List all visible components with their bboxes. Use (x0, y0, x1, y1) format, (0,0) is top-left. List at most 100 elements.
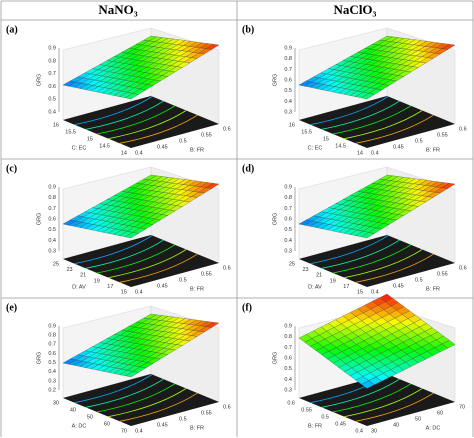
left-tick-label: 70 (121, 428, 127, 434)
z-tick-label: 0.8 (48, 195, 56, 201)
z-tick-label: 0.8 (284, 195, 292, 201)
panel-label: (d) (242, 163, 254, 174)
right-tick-label: 0.55 (201, 410, 212, 416)
right-tick-label: 0.45 (157, 422, 168, 428)
right-tick-label: 0.5 (415, 277, 423, 283)
surface-cell (124, 232, 139, 239)
left-tick-label: 15 (357, 289, 363, 295)
left-tick-label: 14 (357, 150, 363, 156)
surface-cell (124, 93, 139, 100)
right-tick-label: 0.6 (459, 126, 467, 132)
z-tick-label: 0.4 (48, 109, 56, 115)
z-tick-label: 0.8 (48, 333, 56, 339)
left-tick-label: 16 (289, 122, 295, 128)
left-tick-label: 23 (302, 267, 308, 273)
panel: (d) 0.9 0.8 0.7 0.6 0.5 0.4 0.3 GRG 25 23 21 19 17 15 D… (242, 163, 467, 295)
z-tick-label: 0.6 (48, 216, 56, 222)
right-tick-label: 0.45 (393, 144, 404, 150)
left-tick-label: 0.5 (321, 414, 329, 420)
panel-label: (f) (242, 302, 252, 313)
contour-line (310, 235, 389, 265)
contour-line (355, 392, 434, 422)
z-tick-label: 0.4 (284, 99, 292, 105)
contour-line (85, 378, 164, 408)
left-tick-label: 15.5 (301, 129, 312, 135)
left-axis-label: C: EC (72, 145, 87, 151)
z-tick-label: 0.6 (48, 351, 56, 357)
contour-line (74, 235, 153, 265)
z-tick-label: 0.7 (284, 206, 292, 212)
right-tick-label: 70 (459, 404, 465, 410)
left-axis-label: A: DC (72, 423, 87, 429)
right-tick-label: 0.55 (201, 132, 212, 138)
z-tick-label: 0.5 (48, 227, 56, 233)
left-tick-label: 14 (121, 150, 127, 156)
right-tick-label: 0.6 (223, 404, 231, 410)
right-tick-label: 0.4 (135, 150, 143, 156)
z-tick-label: 0.9 (48, 323, 56, 329)
contour-line (108, 249, 187, 279)
right-tick-label: 0.45 (157, 144, 168, 150)
right-tick-label: 0.5 (179, 416, 187, 422)
z-tick-label: 0.9 (48, 184, 56, 190)
left-tick-label: 21 (80, 273, 86, 279)
z-tick-label: 0.7 (48, 71, 56, 77)
panel-label: (e) (6, 302, 17, 313)
z-tick-label: 0.5 (284, 366, 292, 372)
z-tick-label: 0.9 (284, 45, 292, 51)
left-axis-label: D: AV (72, 284, 86, 290)
surface-cell (360, 93, 375, 100)
contour-line (85, 239, 164, 269)
left-tick-label: 60 (104, 421, 110, 427)
left-tick-label: 15 (87, 136, 93, 142)
left-tick-label: 15 (121, 289, 127, 295)
contour-line (344, 249, 423, 279)
left-tick-label: 30 (53, 400, 59, 406)
left-tick-label: 14.5 (335, 143, 346, 149)
contour-line (355, 253, 434, 283)
contour-line (321, 239, 400, 269)
contour-line (332, 105, 412, 135)
contour-line (355, 114, 434, 144)
panel: (b) 0.9 0.8 0.7 0.6 0.5 0.4 0.3 GRG 16 15.5 15 14.5 1… (242, 24, 467, 156)
contour-line (108, 110, 187, 140)
z-tick-label: 0.2 (48, 387, 56, 393)
left-tick-label: 23 (66, 267, 72, 273)
right-tick-label: 0.4 (371, 150, 379, 156)
z-tick-label: 0.9 (284, 323, 292, 329)
panel-label: (a) (6, 24, 18, 35)
left-tick-label: 0.45 (335, 421, 346, 427)
left-tick-label: 14.5 (99, 143, 110, 149)
z-tick-label: 0.7 (284, 67, 292, 73)
contour-line (74, 96, 153, 126)
left-tick-label: 0.55 (301, 407, 312, 413)
panel: (a) 0.9 0.8 0.7 0.6 0.5 0.4 GRG 16 15.5 15 14.5 14 C:… (6, 24, 231, 156)
contour-line (74, 374, 153, 404)
surface-cell (360, 232, 375, 239)
z-axis-label: GRG (272, 213, 278, 226)
left-tick-label: 19 (94, 278, 100, 284)
z-tick-label: 0.7 (48, 342, 56, 348)
z-tick-label: 0.8 (284, 56, 292, 62)
right-tick-label: 0.45 (157, 283, 168, 289)
left-tick-label: 17 (107, 284, 113, 290)
right-tick-label: 0.5 (179, 277, 187, 283)
left-tick-label: 15.5 (65, 129, 76, 135)
z-tick-label: 0.9 (284, 184, 292, 190)
left-axis-label: C: EC (308, 145, 323, 151)
right-tick-label: 0.55 (437, 271, 448, 277)
surface-cell (124, 371, 139, 378)
z-tick-label: 0.7 (284, 345, 292, 351)
contour-line (332, 244, 412, 274)
z-axis-label: GRG (272, 74, 278, 87)
right-tick-label: 0.4 (135, 289, 143, 295)
z-tick-label: 0.5 (48, 97, 56, 103)
left-tick-label: 16 (53, 122, 59, 128)
right-axis-label: B: FR (190, 286, 204, 292)
right-tick-label: 0.6 (223, 126, 231, 132)
right-axis-label: B: FR (190, 425, 204, 431)
left-tick-label: 17 (343, 284, 349, 290)
right-axis-label: B: FR (426, 147, 440, 153)
z-tick-label: 0.3 (48, 378, 56, 384)
contour-line (96, 383, 176, 413)
